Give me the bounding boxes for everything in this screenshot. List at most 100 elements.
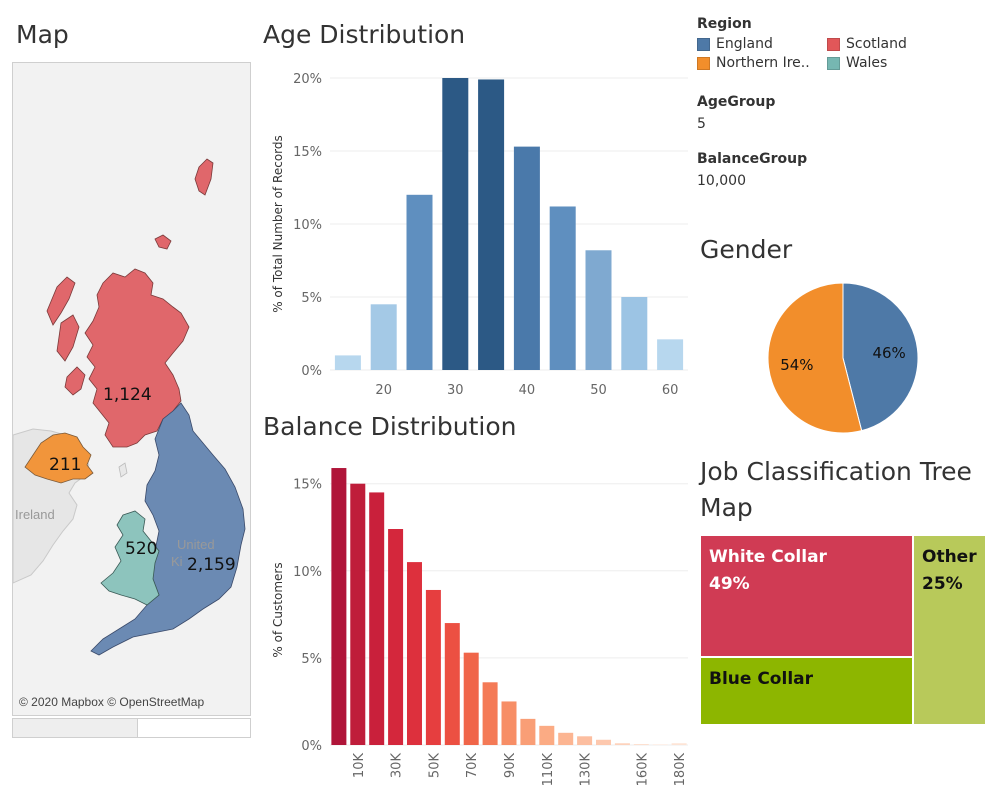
y-tick-label: 15% (293, 145, 322, 160)
bar[interactable] (501, 701, 517, 745)
pie-slice[interactable] (767, 282, 863, 434)
bar[interactable] (585, 250, 612, 370)
age-distribution-title: Age Distribution (263, 20, 466, 49)
balance-group-value[interactable]: 10,000 (697, 173, 746, 189)
x-tick-label: 10K (352, 753, 367, 779)
white-collar-label: White Collar (709, 547, 827, 567)
bar[interactable] (633, 744, 649, 745)
job-classification-title: Job Classification Tree Map (700, 457, 972, 522)
region-scotland[interactable] (84, 268, 190, 448)
scotland-west-isles (46, 276, 76, 326)
region-legend: Region England Scotland Northern Ire.. W… (697, 16, 987, 71)
white-collar-percent: 49% (709, 574, 750, 594)
bar[interactable] (596, 739, 612, 745)
legend-label-scotland: Scotland (846, 36, 907, 52)
y-tick-label: 5% (301, 652, 322, 667)
bar[interactable] (388, 529, 404, 745)
bar[interactable] (614, 743, 630, 745)
map-view[interactable]: 1,124 211 Ireland 520 United Ki 2,159 © … (12, 62, 251, 716)
legend-item-scotland[interactable]: Scotland (827, 36, 947, 52)
bar[interactable] (442, 78, 469, 370)
region-wales[interactable] (100, 510, 160, 606)
bar[interactable] (539, 725, 555, 745)
region-england[interactable] (90, 402, 246, 656)
map-title: Map (16, 20, 69, 49)
bar[interactable] (657, 339, 684, 370)
bar[interactable] (334, 355, 361, 370)
united-kingdom-label-line1: United (177, 537, 215, 552)
bar[interactable] (331, 468, 347, 745)
x-tick-label: 110K (541, 753, 556, 787)
age-distribution-chart[interactable]: 0% 5% 10% 15% 20% 20 30 40 50 60 % of Total Number… (260, 60, 690, 400)
x-tick-label: 60 (662, 383, 679, 398)
legend-swatch-wales (827, 56, 840, 70)
bar[interactable] (370, 304, 397, 370)
balance-group-parameter[interactable]: BalanceGroup 10,000 (697, 151, 807, 189)
x-tick-label: 50K (427, 753, 442, 779)
bar[interactable] (577, 736, 593, 745)
gender-pie-chart[interactable]: 46% 54% (765, 280, 921, 436)
gender-title: Gender (700, 235, 793, 264)
pie-slice[interactable] (842, 282, 919, 432)
treemap-cell-white-collar[interactable]: White Collar 49% (700, 535, 913, 657)
y-tick-label: 15% (293, 478, 322, 493)
ireland-label: Ireland (15, 507, 55, 522)
age-group-value[interactable]: 5 (697, 116, 706, 132)
y-tick-label: 0% (301, 364, 322, 379)
y-tick-label: 10% (293, 218, 322, 233)
shetland-islands (194, 158, 214, 196)
legend-label-northern-ireland: Northern Ire.. (716, 55, 810, 71)
orkney-islands (154, 234, 172, 250)
legend-item-england[interactable]: England (697, 36, 817, 52)
bar[interactable] (513, 146, 540, 370)
bar[interactable] (482, 682, 498, 745)
map-attribution: © 2020 Mapbox © OpenStreetMap (19, 695, 205, 709)
y-tick-label: 5% (301, 291, 322, 306)
x-tick-label: 160K (635, 753, 650, 787)
bar[interactable] (463, 652, 479, 745)
bar[interactable] (478, 79, 505, 371)
region-northern-ireland[interactable] (24, 432, 94, 484)
wales-count-label: 520 (125, 539, 158, 559)
bar[interactable] (425, 589, 441, 745)
bar[interactable] (444, 623, 460, 745)
bar[interactable] (558, 732, 574, 745)
pie-slice-label: 46% (872, 344, 905, 362)
map-canvas[interactable] (13, 63, 251, 716)
bar[interactable] (549, 206, 576, 370)
map-scroll-track[interactable] (138, 719, 250, 737)
map-scrollbar[interactable] (12, 718, 251, 738)
y-axis-title: % of Total Number of Records (271, 135, 285, 313)
bar[interactable] (671, 743, 687, 745)
legend-swatch-england (697, 37, 710, 51)
legend-item-wales[interactable]: Wales (827, 55, 947, 71)
balance-distribution-title: Balance Distribution (263, 412, 517, 441)
balance-distribution-chart[interactable]: 0% 5% 10% 15% 10K 30K 50K 70K 90K 110K 130K 160K 180… (260, 455, 690, 795)
x-tick-label: 130K (579, 753, 594, 787)
bar[interactable] (369, 492, 385, 745)
age-group-parameter[interactable]: AgeGroup 5 (697, 94, 775, 132)
x-tick-label: 40 (519, 383, 536, 398)
x-tick-label: 90K (503, 753, 518, 779)
blue-collar-label: Blue Collar (709, 669, 814, 689)
x-tick-label: 30 (447, 383, 464, 398)
map-scroll-thumb[interactable] (13, 719, 138, 737)
legend-item-northern-ireland[interactable]: Northern Ire.. (697, 55, 817, 71)
northern-ireland-count-label: 211 (49, 455, 82, 475)
legend-swatch-scotland (827, 37, 840, 51)
legend-label-wales: Wales (846, 55, 888, 71)
bar[interactable] (350, 483, 366, 745)
bar[interactable] (520, 718, 536, 745)
treemap-cell-blue-collar[interactable]: Blue Collar (700, 657, 913, 725)
bar[interactable] (652, 744, 668, 745)
job-classification-treemap[interactable]: White Collar 49% Blue Collar Other 25% (700, 535, 986, 725)
y-axis-title: % of Customers (271, 562, 285, 657)
bar[interactable] (621, 297, 648, 370)
x-tick-label: 20 (375, 383, 392, 398)
bar[interactable] (406, 194, 433, 370)
isle-of-man (118, 462, 128, 478)
treemap-cell-other[interactable]: Other 25% (913, 535, 986, 725)
legend-label-england: England (716, 36, 773, 52)
bar[interactable] (406, 562, 422, 745)
balance-group-label: BalanceGroup (697, 151, 808, 167)
